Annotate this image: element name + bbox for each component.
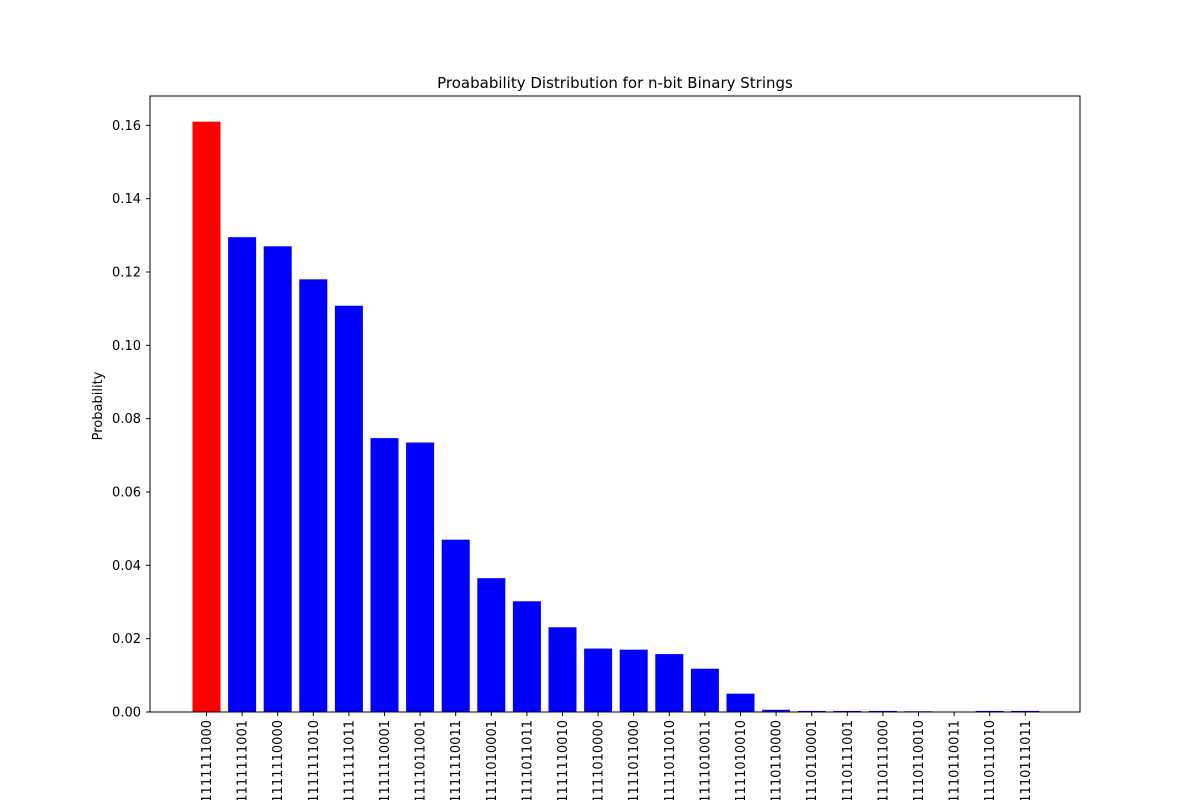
x-tick-label: 1111011001 xyxy=(414,720,429,800)
x-tick-label: 1111111001 xyxy=(236,720,251,800)
x-tick-label: 1111010000 xyxy=(592,720,607,800)
bar xyxy=(228,237,257,712)
y-axis-ticks: 0.00 0.02 0.04 0.06 0.08 0.10 0.12 0.14 0.16 xyxy=(112,119,150,721)
bar xyxy=(477,578,506,712)
x-tick-label: 1111010001 xyxy=(485,720,500,800)
bar xyxy=(334,305,363,712)
bar xyxy=(584,648,613,712)
y-tick-label: 0.12 xyxy=(112,266,141,281)
bar xyxy=(975,710,1004,712)
x-tick-label: 1110111011 xyxy=(1019,720,1034,800)
x-tick-label: 1110111000 xyxy=(876,720,891,800)
bar xyxy=(797,710,826,712)
bar xyxy=(1011,710,1040,712)
y-tick-label: 0.06 xyxy=(112,486,141,501)
y-tick-label: 0.08 xyxy=(112,412,141,427)
bar xyxy=(299,279,328,712)
x-tick-label: 1111111011 xyxy=(342,720,357,800)
x-tick-label: 1110110001 xyxy=(805,720,820,800)
y-tick-label: 0.14 xyxy=(112,192,141,207)
bar xyxy=(263,246,292,713)
bars-group xyxy=(192,121,1040,713)
x-tick-label: 1110111010 xyxy=(983,720,998,800)
x-tick-label: 1111111000 xyxy=(200,720,215,800)
plot-frame xyxy=(149,95,1081,713)
x-tick-label: 1110110000 xyxy=(770,720,785,800)
bar xyxy=(441,539,470,712)
x-tick-label: 1110111001 xyxy=(841,720,856,800)
x-tick-label: 1111110010 xyxy=(556,720,571,800)
x-tick-label: 1111010010 xyxy=(734,720,749,800)
y-tick-label: 0.16 xyxy=(112,119,141,134)
x-tick-label: 1111011000 xyxy=(627,720,642,800)
x-tick-label: 1111110000 xyxy=(271,720,286,800)
bar xyxy=(726,693,755,712)
bar xyxy=(833,710,862,712)
bar xyxy=(370,438,399,712)
x-tick-label: 1110110010 xyxy=(912,720,927,800)
x-tick-label: 1111111010 xyxy=(307,720,322,800)
x-tick-label: 1111011010 xyxy=(663,720,678,800)
bar xyxy=(655,654,684,712)
chart-title: Proabability Distribution for n-bit Bina… xyxy=(437,74,793,92)
x-tick-label: 1111110001 xyxy=(378,720,393,800)
x-tick-label: 1111011011 xyxy=(520,720,535,800)
y-tick-label: 0.00 xyxy=(112,706,141,721)
bar xyxy=(406,442,435,712)
bar xyxy=(512,601,541,712)
y-axis-label: Probability xyxy=(91,371,106,440)
bar xyxy=(192,121,221,712)
y-tick-label: 0.04 xyxy=(112,559,141,574)
y-tick-label: 0.10 xyxy=(112,339,141,354)
bar xyxy=(762,709,791,712)
bar xyxy=(690,668,719,712)
x-axis-ticks: 1111111000 1111111001 1111110000 1111111010… xyxy=(200,712,1034,800)
x-tick-label: 1111010011 xyxy=(698,720,713,800)
y-tick-label: 0.02 xyxy=(112,632,141,647)
x-tick-label: 1110110011 xyxy=(948,720,963,800)
x-tick-label: 1111110011 xyxy=(449,720,464,800)
bar xyxy=(868,710,897,712)
bar xyxy=(548,627,577,712)
bar xyxy=(619,649,648,712)
